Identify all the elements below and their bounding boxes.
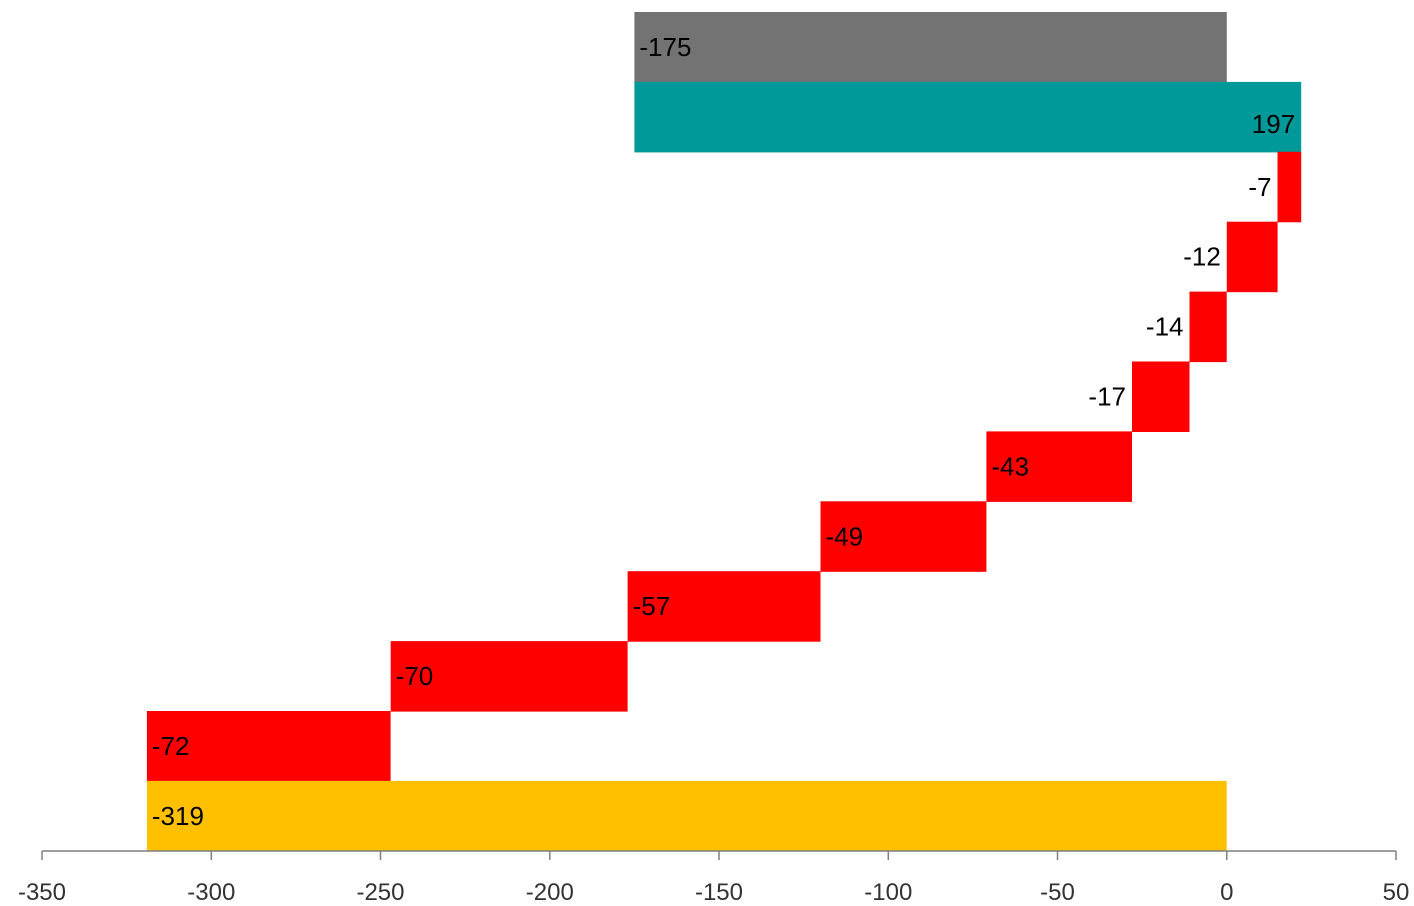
bar-value-label: -17 — [1088, 381, 1126, 411]
bars-group — [146, 12, 1302, 852]
bar-value-label: -175 — [639, 32, 691, 62]
bar-decrease — [146, 711, 391, 782]
bar-value-label: -72 — [152, 731, 190, 761]
x-tick-label: -250 — [356, 879, 404, 906]
bar-value-label: -14 — [1146, 312, 1184, 342]
bar-decrease — [1277, 151, 1302, 223]
bar-decrease — [1132, 361, 1190, 432]
x-tick-label: -150 — [695, 879, 743, 906]
bar-decrease — [1189, 291, 1227, 363]
bar-value-label: -43 — [991, 451, 1029, 481]
bar-decrease — [986, 431, 1132, 502]
x-tick-label: -300 — [187, 879, 235, 906]
x-tick-label: 50 — [1383, 879, 1410, 906]
x-tick-label: -50 — [1040, 879, 1075, 906]
x-tick-label: -350 — [18, 879, 66, 906]
bar-value-label: -49 — [826, 521, 864, 551]
x-tick-label: -200 — [526, 879, 574, 906]
bar-decrease — [820, 501, 987, 572]
bar-total — [146, 780, 1227, 852]
bar-value-label: -57 — [633, 591, 671, 621]
x-tick-label: 0 — [1220, 879, 1233, 906]
bar-decrease — [1226, 221, 1278, 293]
bar-decrease — [390, 641, 628, 712]
x-axis: -350 -300 -250 -200 -150 -100 -50 0 50 — [18, 850, 1410, 906]
bar-value-label: -7 — [1248, 172, 1271, 202]
bar-value-label: -319 — [152, 801, 204, 831]
bar-decrease — [627, 571, 821, 642]
bar-labels-group: -175 197 -7 -12 -14 -17 -43 -49 -57 -70 -72 -319 — [152, 32, 1295, 831]
bar-value-label: -12 — [1183, 242, 1221, 272]
bar-start — [634, 12, 1227, 83]
x-tick-label: -100 — [864, 879, 912, 906]
bar-value-label: -70 — [396, 661, 434, 691]
bar-increase — [634, 81, 1302, 153]
bar-value-label: 197 — [1252, 109, 1295, 139]
